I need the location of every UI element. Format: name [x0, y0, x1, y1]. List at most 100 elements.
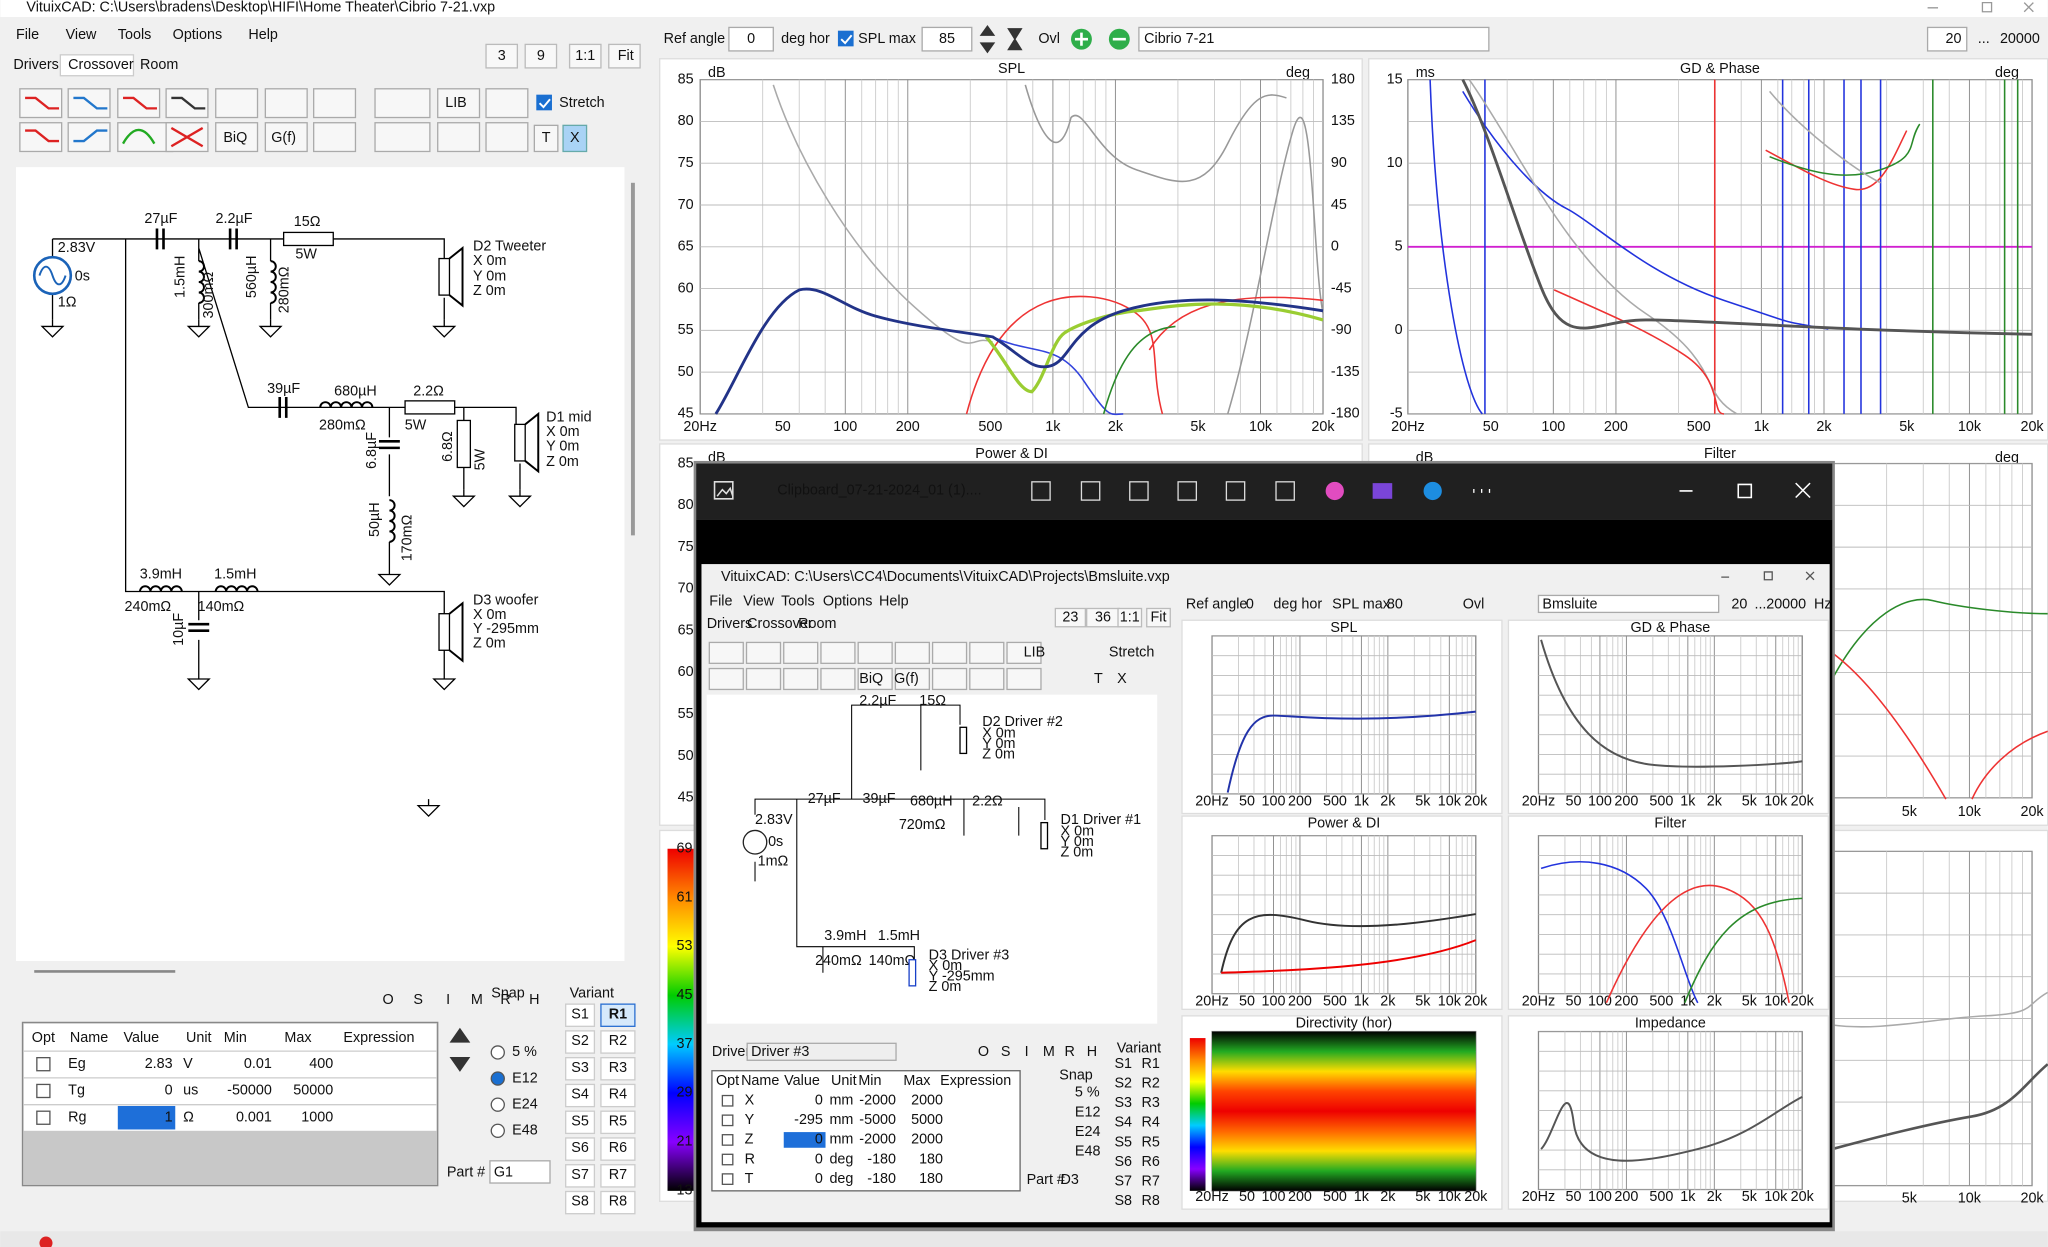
tool-button[interactable] [374, 122, 431, 153]
tool-button[interactable] [67, 88, 111, 119]
tool-button[interactable] [313, 88, 357, 119]
tool-button[interactable] [562, 124, 588, 153]
inner-menu: View [743, 594, 774, 610]
filter-button[interactable]: O [383, 992, 394, 1008]
viewer-tool[interactable] [1275, 481, 1295, 501]
radio[interactable] [490, 1097, 505, 1112]
viewer-controls [1679, 482, 1811, 499]
inner-speaker [959, 726, 968, 755]
view-button[interactable] [608, 43, 641, 69]
tab[interactable]: Crossover [68, 57, 134, 73]
variant-button[interactable] [600, 1003, 636, 1027]
tool-button[interactable] [485, 88, 529, 119]
variant-button[interactable] [565, 1003, 596, 1027]
tool-button[interactable] [374, 88, 431, 119]
row-checkbox[interactable] [36, 1110, 51, 1125]
variant-button[interactable] [600, 1137, 636, 1161]
menu-item[interactable]: File [16, 27, 39, 43]
variant-button[interactable] [565, 1190, 596, 1215]
checkbox[interactable] [536, 94, 552, 111]
checkbox[interactable] [837, 30, 854, 47]
variant-button[interactable] [600, 1057, 636, 1081]
tool-button[interactable] [215, 88, 259, 119]
row-checkbox[interactable] [36, 1057, 51, 1072]
toolbar-label[interactable]: X [570, 130, 580, 146]
tab[interactable]: Room [140, 57, 178, 73]
tool-button[interactable] [533, 124, 559, 153]
variant-button[interactable] [565, 1057, 596, 1081]
variant-button[interactable] [565, 1083, 596, 1108]
filter-button[interactable]: H [529, 992, 539, 1008]
inner-f-min: 20 [1731, 596, 1747, 612]
view-button-label[interactable]: 1:1 [575, 48, 595, 64]
toolbar-label[interactable]: BiQ [223, 130, 247, 146]
toolbar-label[interactable]: T [542, 130, 551, 146]
tool-button[interactable] [264, 122, 308, 153]
view-button[interactable] [568, 43, 602, 69]
toolbar-label[interactable]: G(f) [271, 130, 296, 146]
variant-button[interactable] [565, 1137, 596, 1161]
input[interactable] [728, 26, 774, 52]
variant-button[interactable] [600, 1110, 636, 1135]
inner-color-bar [1189, 1038, 1206, 1191]
filter-button[interactable]: R [500, 992, 510, 1008]
x-tick-label: 100 [833, 419, 857, 435]
variant-button[interactable] [565, 1110, 596, 1135]
filter-button[interactable]: I [446, 992, 450, 1008]
inner-x-tick: 200 [1288, 1189, 1312, 1205]
radio[interactable] [490, 1071, 505, 1086]
table-cell: us [183, 1083, 198, 1099]
tool-button[interactable] [19, 122, 63, 153]
part-input[interactable] [489, 1160, 551, 1184]
menu-item[interactable]: View [66, 27, 97, 43]
inductor [139, 585, 183, 592]
inner-button [1117, 607, 1143, 628]
inner-x-tick: 1k [1680, 794, 1696, 810]
menu-item[interactable]: Tools [118, 27, 152, 43]
filter-button[interactable]: S [413, 992, 423, 1008]
viewer-tool[interactable] [1031, 481, 1051, 501]
view-button-label[interactable]: 9 [537, 48, 545, 64]
viewer-tool[interactable] [1177, 481, 1198, 501]
variant-r: R6 [609, 1140, 627, 1156]
inner-x-tick: 500 [1649, 794, 1673, 810]
viewer-tool[interactable] [1129, 481, 1149, 501]
project-input[interactable] [1138, 26, 1490, 52]
tool-button[interactable] [437, 122, 481, 153]
radio[interactable] [490, 1123, 505, 1138]
toolbar-label[interactable]: LIB [445, 95, 467, 111]
row-checkbox[interactable] [36, 1083, 51, 1099]
tool-button[interactable] [437, 88, 481, 119]
inner-curve [1220, 913, 1476, 974]
tool-button[interactable] [215, 122, 259, 153]
radio[interactable] [490, 1045, 505, 1060]
input[interactable] [1926, 26, 1968, 52]
colorbar-label: 13 [677, 1182, 693, 1198]
viewer-tool[interactable] [1080, 481, 1101, 501]
tool-button[interactable] [264, 88, 308, 119]
inner-cell: 0 [815, 1151, 823, 1167]
spl-max-value: 85 [939, 31, 955, 47]
menu-item[interactable]: Options [173, 27, 223, 43]
inner-schematic-label: 1.5mH [878, 928, 920, 944]
input[interactable] [921, 26, 973, 52]
tool-button[interactable] [19, 88, 63, 119]
inner-x-tick: 5k [1742, 993, 1758, 1009]
tool-button[interactable] [313, 122, 357, 153]
variant-button[interactable] [600, 1030, 636, 1054]
variant-button[interactable] [600, 1190, 636, 1215]
view-button-label[interactable]: 3 [498, 48, 506, 64]
variant-button[interactable] [565, 1030, 596, 1054]
variant-button[interactable] [565, 1164, 596, 1188]
view-button[interactable] [524, 43, 558, 69]
variant-button[interactable] [600, 1083, 636, 1108]
view-button[interactable] [485, 43, 519, 69]
tab[interactable]: Drivers [13, 57, 58, 73]
viewer-tool[interactable] [1225, 481, 1246, 501]
view-button-label[interactable]: Fit [618, 48, 634, 64]
tool-button[interactable] [485, 122, 529, 153]
tool-button[interactable] [165, 88, 209, 119]
variant-button[interactable] [600, 1164, 636, 1188]
filter-button[interactable]: M [471, 992, 483, 1008]
menu-item[interactable]: Help [248, 27, 278, 43]
